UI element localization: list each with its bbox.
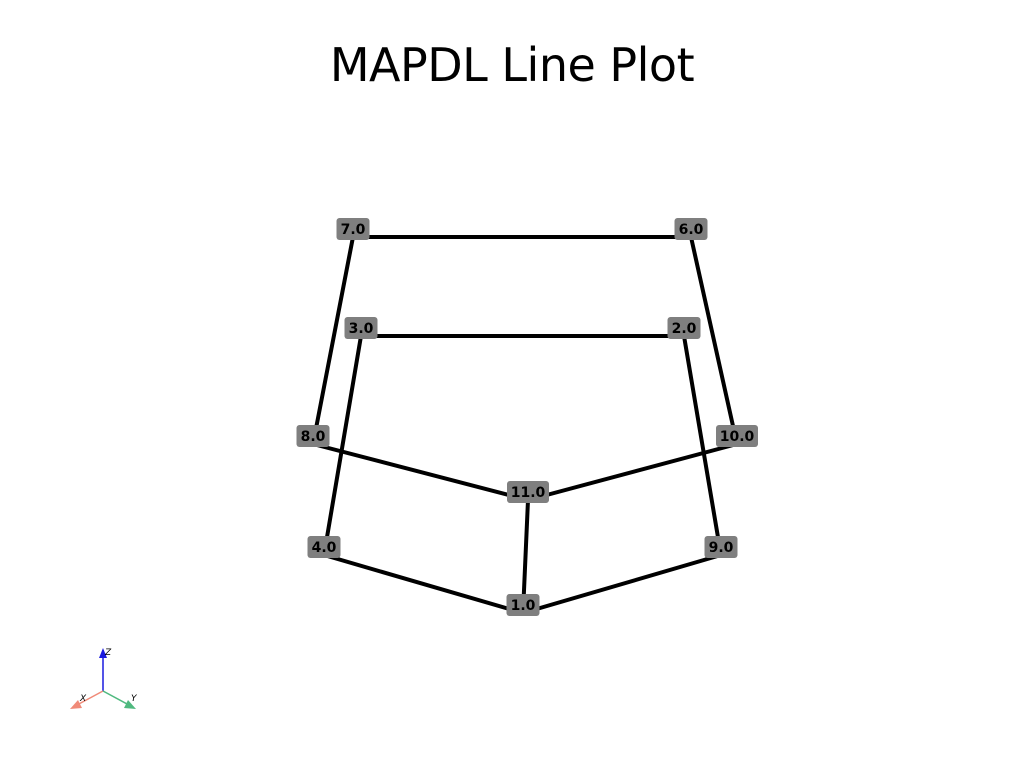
keypoint-label-kp6: 6.0 xyxy=(674,218,708,240)
keypoint-label-kp10: 10.0 xyxy=(716,425,758,447)
keypoint-label-kp9: 9.0 xyxy=(704,536,738,558)
keypoint-label-box xyxy=(344,317,378,339)
keypoint-labels-layer: 1.0 2.0 3.0 4.0 6.0 7.0 8.0 9.0 10.0 11.0 xyxy=(296,218,758,616)
y-axis-arrowhead xyxy=(124,700,136,709)
line-kp4-kp1 xyxy=(322,553,525,615)
z-axis-arrowhead xyxy=(99,648,107,658)
keypoint-label-box xyxy=(506,594,540,616)
x-axis-arrowhead xyxy=(70,700,82,709)
line-kp9-kp1 xyxy=(521,553,723,615)
keypoint-label-box xyxy=(296,425,330,447)
keypoint-label-box xyxy=(336,218,370,240)
x-axis-arrow xyxy=(76,690,104,706)
keypoint-label-text: 11.0 xyxy=(511,485,546,501)
keypoint-label-box xyxy=(704,536,738,558)
keypoint-label-kp2: 2.0 xyxy=(667,317,701,339)
x-axis-label: X xyxy=(79,694,87,704)
keypoint-label-box xyxy=(667,317,701,339)
keypoint-label-kp7: 7.0 xyxy=(336,218,370,240)
line-kp2-kp9 xyxy=(682,334,723,557)
keypoint-label-text: 6.0 xyxy=(679,222,704,238)
keypoint-label-box xyxy=(307,536,341,558)
keypoint-label-text: 4.0 xyxy=(312,540,337,556)
keypoint-label-text: 1.0 xyxy=(511,598,536,614)
z-axis-label: Z xyxy=(104,648,112,658)
keypoint-label-text: 3.0 xyxy=(349,321,374,337)
plot-title: MAPDL Line Plot xyxy=(329,38,695,92)
keypoint-label-text: 10.0 xyxy=(720,429,755,445)
keypoint-label-box xyxy=(716,425,758,447)
keypoint-label-kp1: 1.0 xyxy=(506,594,540,616)
y-axis-arrow xyxy=(102,690,130,706)
y-axis-label: Y xyxy=(131,694,138,704)
line-kp6-kp10 xyxy=(689,235,739,446)
keypoint-label-text: 2.0 xyxy=(672,321,697,337)
lines-layer xyxy=(311,235,739,615)
line-kp10-kp11 xyxy=(526,442,739,502)
keypoint-label-text: 9.0 xyxy=(709,540,734,556)
keypoint-label-box xyxy=(674,218,708,240)
keypoint-label-text: 8.0 xyxy=(301,429,326,445)
keypoint-label-kp8: 8.0 xyxy=(296,425,330,447)
line-kp8-kp11 xyxy=(311,442,530,502)
keypoint-label-kp4: 4.0 xyxy=(307,536,341,558)
keypoint-label-box xyxy=(507,481,549,503)
line-kp7-kp8 xyxy=(311,235,355,446)
keypoint-label-text: 7.0 xyxy=(341,222,366,238)
line-kp3-kp4 xyxy=(322,334,363,557)
axes-orientation-widget: X Y Z xyxy=(70,648,138,709)
keypoint-label-kp3: 3.0 xyxy=(344,317,378,339)
keypoint-label-kp11: 11.0 xyxy=(507,481,549,503)
